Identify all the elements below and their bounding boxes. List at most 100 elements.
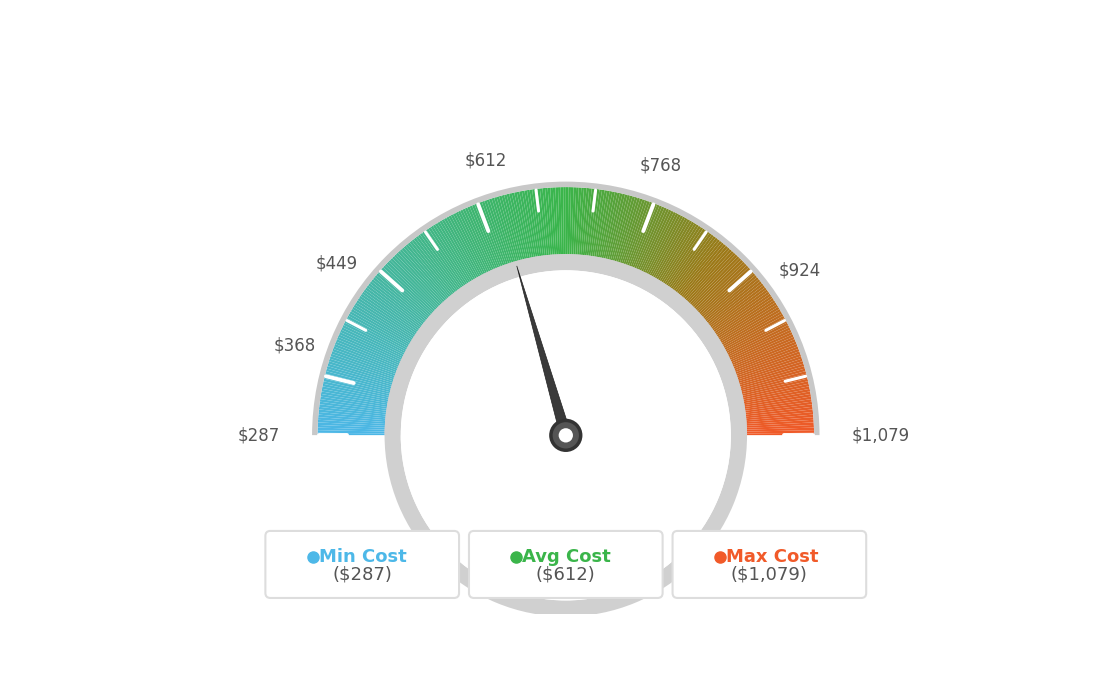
Wedge shape bbox=[326, 371, 393, 391]
Text: ($1,079): ($1,079) bbox=[731, 565, 808, 583]
Wedge shape bbox=[586, 189, 597, 258]
Wedge shape bbox=[702, 275, 757, 322]
Wedge shape bbox=[479, 201, 506, 268]
Wedge shape bbox=[743, 402, 813, 413]
Wedge shape bbox=[619, 199, 643, 266]
Wedge shape bbox=[437, 221, 475, 282]
Wedge shape bbox=[690, 256, 740, 308]
Text: $924: $924 bbox=[778, 262, 820, 279]
Wedge shape bbox=[469, 206, 498, 270]
Wedge shape bbox=[680, 244, 726, 299]
Text: $287: $287 bbox=[237, 426, 279, 444]
Wedge shape bbox=[665, 228, 705, 288]
Wedge shape bbox=[577, 188, 584, 257]
Wedge shape bbox=[365, 287, 423, 331]
Wedge shape bbox=[573, 187, 578, 257]
Wedge shape bbox=[563, 187, 565, 257]
Wedge shape bbox=[588, 189, 599, 258]
Wedge shape bbox=[635, 206, 665, 271]
Wedge shape bbox=[383, 266, 435, 315]
Wedge shape bbox=[320, 394, 390, 407]
Wedge shape bbox=[318, 420, 388, 426]
Wedge shape bbox=[730, 337, 795, 366]
Wedge shape bbox=[456, 212, 488, 275]
Wedge shape bbox=[739, 373, 807, 393]
Wedge shape bbox=[726, 327, 790, 359]
Wedge shape bbox=[342, 325, 405, 357]
Wedge shape bbox=[501, 195, 521, 263]
Wedge shape bbox=[744, 417, 814, 424]
Wedge shape bbox=[703, 277, 758, 323]
Wedge shape bbox=[417, 235, 460, 292]
Wedge shape bbox=[744, 433, 814, 435]
Wedge shape bbox=[448, 215, 482, 278]
Circle shape bbox=[551, 420, 581, 451]
Text: $368: $368 bbox=[274, 336, 316, 354]
Wedge shape bbox=[739, 371, 806, 391]
Wedge shape bbox=[740, 379, 808, 396]
Wedge shape bbox=[477, 203, 503, 268]
Wedge shape bbox=[517, 191, 532, 260]
Wedge shape bbox=[719, 307, 779, 344]
Wedge shape bbox=[460, 210, 491, 274]
Wedge shape bbox=[641, 210, 673, 275]
Wedge shape bbox=[327, 366, 394, 387]
Wedge shape bbox=[710, 289, 768, 332]
Wedge shape bbox=[682, 248, 730, 302]
Wedge shape bbox=[534, 189, 545, 258]
Wedge shape bbox=[507, 194, 526, 262]
Text: ($612): ($612) bbox=[535, 565, 596, 583]
Wedge shape bbox=[722, 313, 784, 349]
Wedge shape bbox=[386, 262, 438, 312]
Wedge shape bbox=[744, 415, 814, 422]
Wedge shape bbox=[712, 294, 771, 335]
Wedge shape bbox=[336, 339, 401, 368]
Wedge shape bbox=[326, 368, 394, 389]
Wedge shape bbox=[328, 364, 394, 386]
Wedge shape bbox=[335, 344, 400, 371]
Wedge shape bbox=[708, 285, 765, 328]
Wedge shape bbox=[617, 197, 640, 265]
Wedge shape bbox=[400, 249, 447, 302]
Wedge shape bbox=[728, 330, 792, 361]
FancyBboxPatch shape bbox=[672, 531, 867, 598]
Wedge shape bbox=[611, 195, 630, 263]
Wedge shape bbox=[335, 342, 401, 370]
Wedge shape bbox=[678, 242, 724, 297]
Wedge shape bbox=[550, 188, 556, 257]
Wedge shape bbox=[347, 316, 410, 351]
Wedge shape bbox=[331, 351, 397, 377]
Wedge shape bbox=[367, 285, 424, 328]
Wedge shape bbox=[700, 271, 754, 319]
Wedge shape bbox=[612, 195, 633, 263]
Wedge shape bbox=[743, 399, 811, 411]
Wedge shape bbox=[715, 300, 775, 339]
Wedge shape bbox=[733, 346, 798, 373]
Wedge shape bbox=[384, 254, 747, 617]
Wedge shape bbox=[676, 239, 720, 295]
Wedge shape bbox=[368, 283, 425, 327]
Wedge shape bbox=[426, 228, 467, 288]
Wedge shape bbox=[592, 190, 605, 259]
Text: $1,079: $1,079 bbox=[852, 426, 910, 444]
Wedge shape bbox=[318, 425, 388, 430]
Wedge shape bbox=[744, 420, 814, 426]
Wedge shape bbox=[321, 389, 390, 404]
FancyBboxPatch shape bbox=[469, 531, 662, 598]
Wedge shape bbox=[332, 349, 399, 375]
Wedge shape bbox=[688, 255, 737, 306]
Wedge shape bbox=[652, 218, 688, 279]
Wedge shape bbox=[497, 196, 518, 264]
Wedge shape bbox=[424, 230, 465, 288]
Wedge shape bbox=[740, 376, 807, 395]
Wedge shape bbox=[714, 298, 774, 338]
Wedge shape bbox=[357, 300, 416, 339]
Wedge shape bbox=[742, 397, 811, 409]
Wedge shape bbox=[744, 412, 814, 420]
Wedge shape bbox=[384, 254, 747, 617]
Wedge shape bbox=[744, 425, 814, 430]
Wedge shape bbox=[339, 332, 403, 363]
Wedge shape bbox=[542, 188, 551, 257]
Wedge shape bbox=[414, 237, 458, 294]
Wedge shape bbox=[509, 193, 527, 262]
